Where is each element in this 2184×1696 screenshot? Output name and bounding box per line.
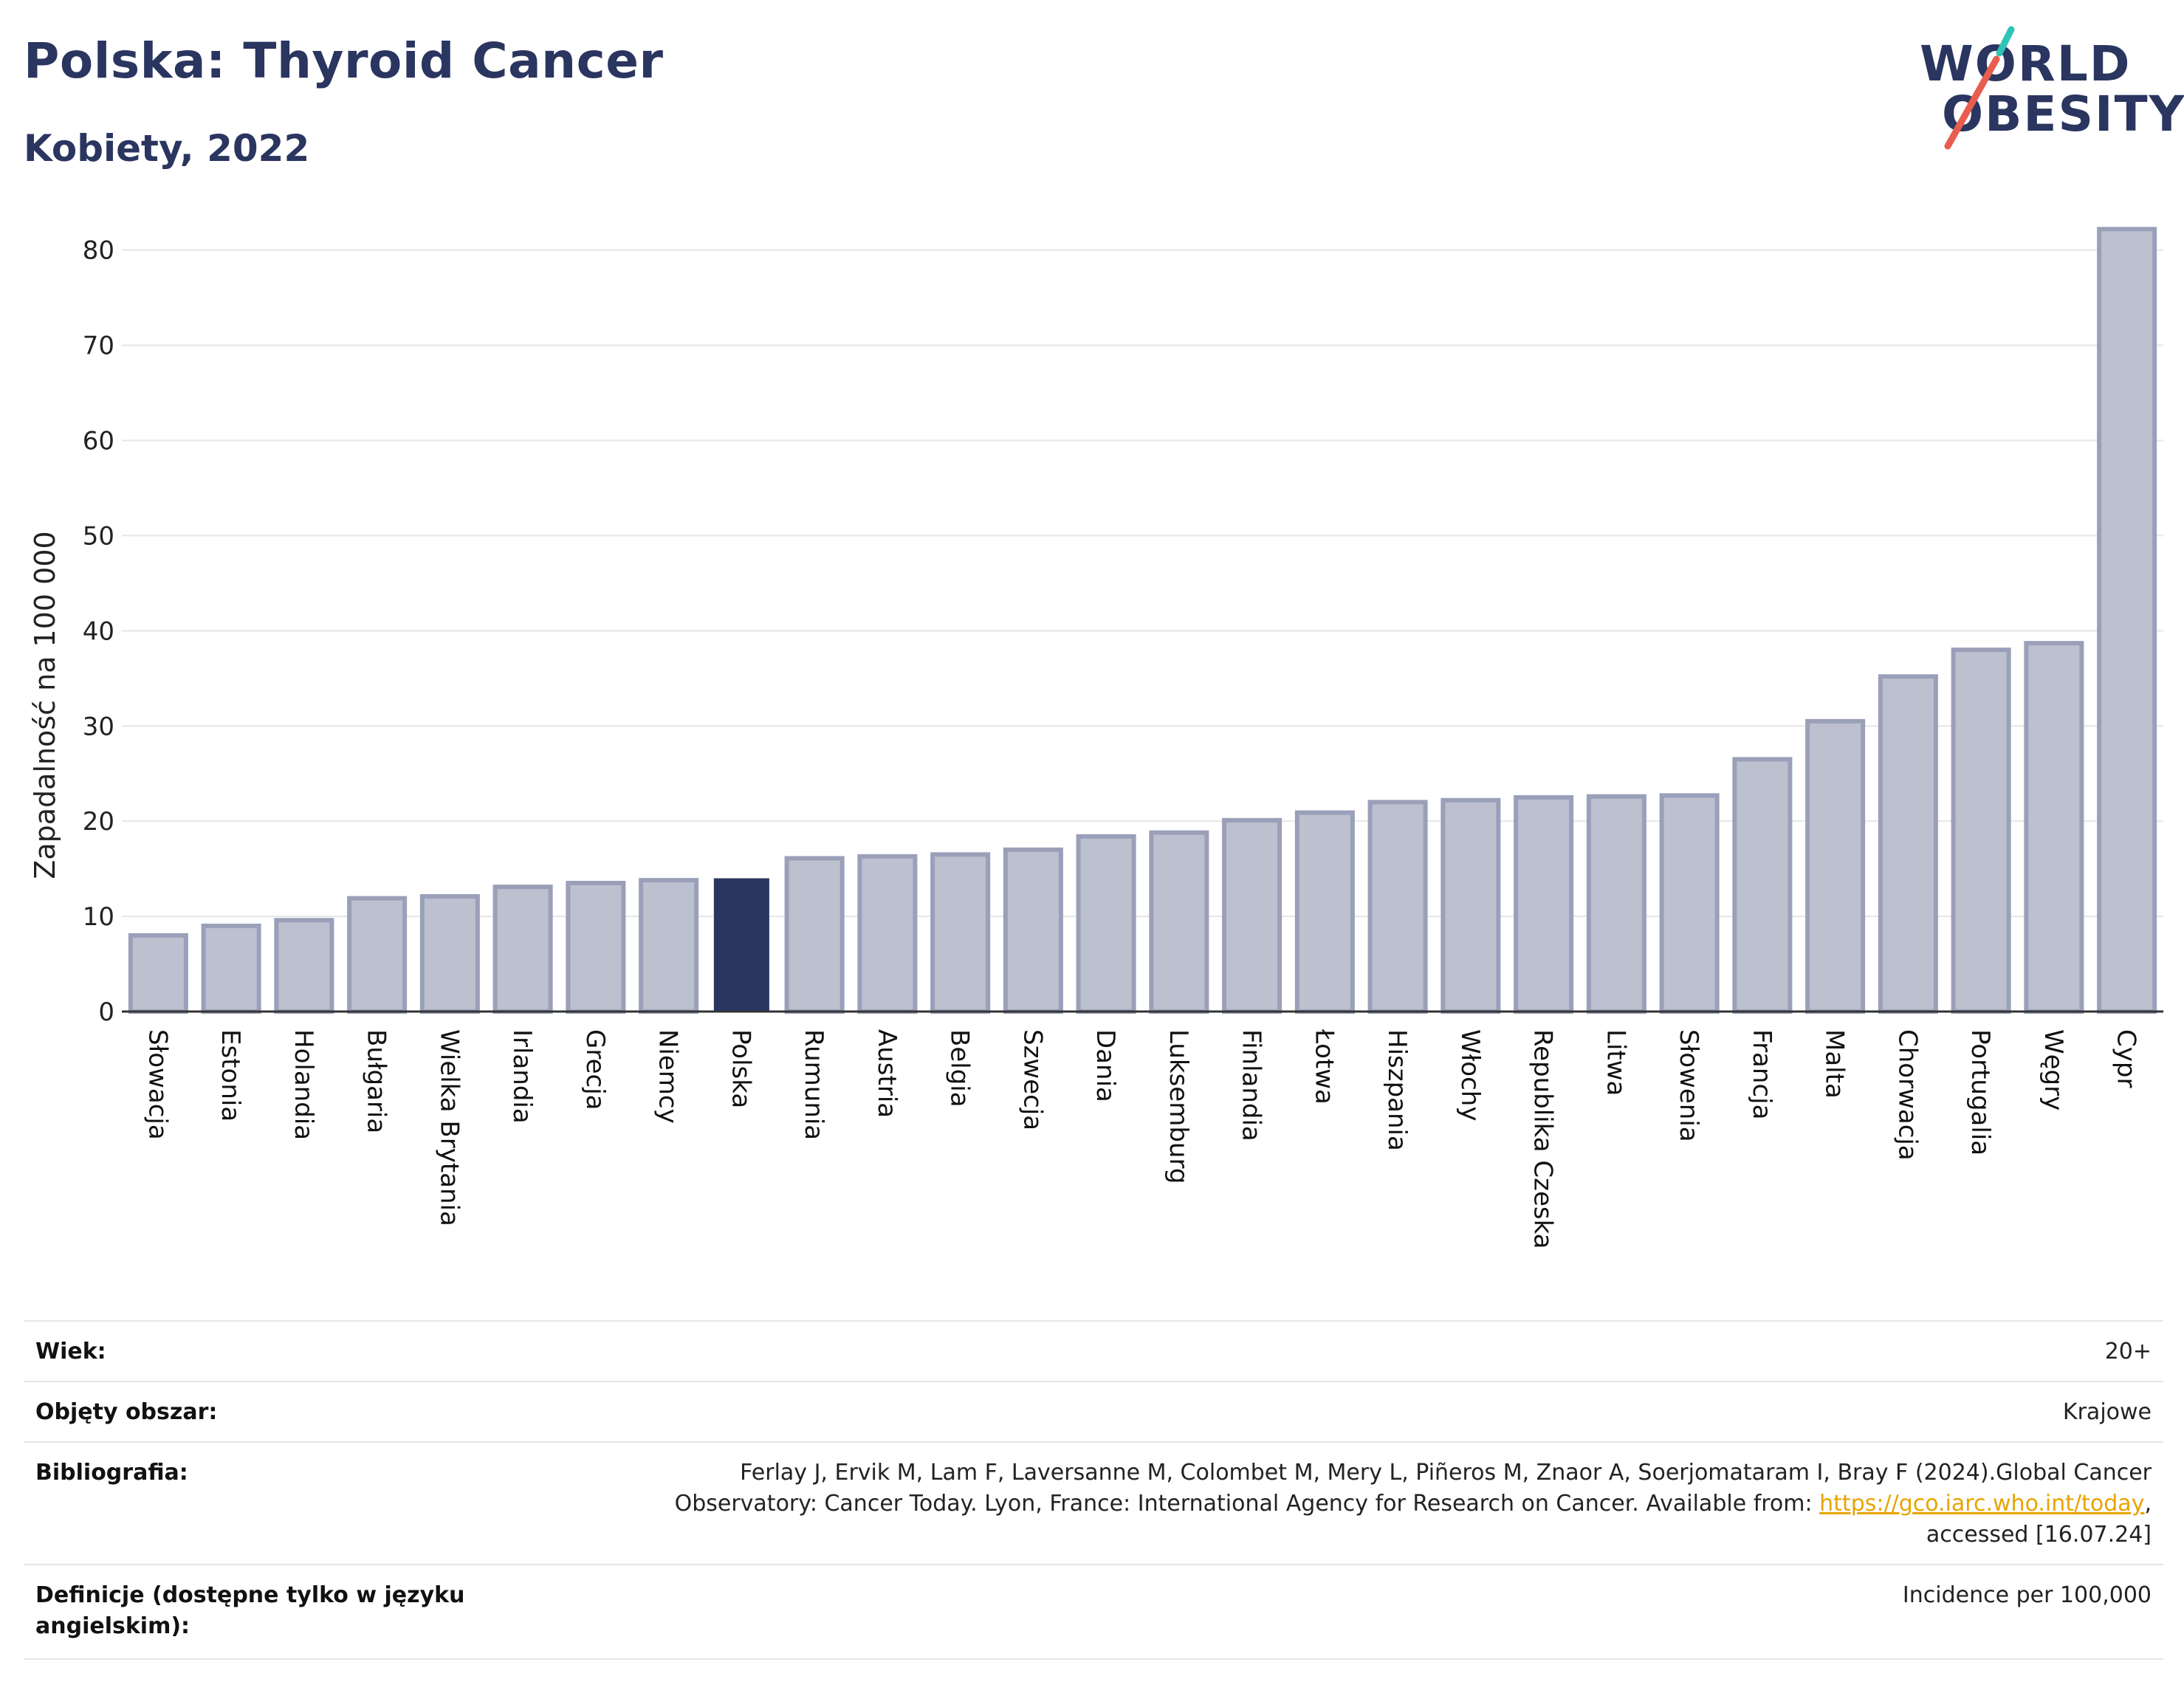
x-tick-label: Holandia (289, 1029, 318, 1140)
page-title: Polska: Thyroid Cancer (24, 32, 664, 89)
x-tick-label: Rumunia (799, 1029, 828, 1140)
bar (1367, 800, 1428, 1014)
x-tick-label: Chorwacja (1892, 1029, 1922, 1161)
bar (1732, 757, 1793, 1014)
bar (1003, 847, 1063, 1014)
meta-value-age: 20+ (2104, 1339, 2152, 1364)
meta-label-age: Wiek: (35, 1339, 106, 1364)
bar (639, 878, 699, 1014)
y-tick-label: 60 (83, 427, 114, 456)
bar (930, 852, 991, 1014)
bar (1149, 830, 1209, 1014)
x-tick-label: Republika Czeska (1528, 1029, 1558, 1249)
x-tick-label: Luksemburg (1164, 1029, 1193, 1184)
y-tick-label: 30 (83, 712, 114, 741)
x-tick-label: Słowenia (1674, 1029, 1703, 1142)
y-tick-label: 40 (83, 617, 114, 646)
x-tick-label: Cypr (2112, 1029, 2141, 1088)
bar (1951, 648, 2011, 1014)
y-axis-label: Zapadalność na 100 000 (29, 531, 61, 879)
bibliography-line-1: Ferlay J, Ervik M, Lam F, Laversanne M, … (740, 1460, 2152, 1486)
meta-label-coverage: Objęty obszar: (35, 1399, 218, 1425)
x-tick-label: Belgia (945, 1029, 975, 1108)
bibliography-line-2-end: , (2144, 1491, 2152, 1517)
bar (201, 923, 261, 1014)
y-tick-label: 70 (83, 332, 114, 361)
bar (1805, 718, 1866, 1014)
x-tick-label: Malta (1820, 1029, 1850, 1099)
bar (1878, 674, 1938, 1014)
y-tick-label: 50 (83, 521, 114, 551)
bar (713, 878, 769, 1012)
bar (1294, 810, 1355, 1014)
meta-row-age: Wiek: 20+ (24, 1320, 2163, 1382)
page-subtitle: Kobiety, 2022 (24, 127, 310, 170)
y-tick-label: 10 (83, 902, 114, 932)
logo-slash-icon (1944, 26, 2015, 150)
y-tick-label: 80 (83, 236, 114, 266)
bibliography-line-2: Observatory: Cancer Today. Lyon, France:… (601, 1489, 2152, 1520)
bar (784, 856, 845, 1014)
bar (128, 933, 188, 1014)
x-tick-label: Polska (726, 1029, 755, 1108)
x-tick-label: Niemcy (653, 1029, 683, 1124)
bar (2024, 641, 2084, 1014)
x-tick-label: Łotwa (1309, 1029, 1339, 1105)
bar (1586, 794, 1646, 1014)
bar (347, 896, 408, 1014)
x-tick-label: Dania (1091, 1029, 1120, 1102)
meta-value-definitions: Incidence per 100,000 (1902, 1582, 2152, 1608)
meta-value-bibliography: Ferlay J, Ervik M, Lam F, Laversanne M, … (601, 1458, 2152, 1551)
x-tick-label: Grecja (580, 1029, 610, 1110)
x-tick-label: Szwecja (1017, 1029, 1047, 1130)
x-tick-label: Portugalia (1965, 1029, 1995, 1156)
bar (566, 880, 626, 1014)
bar (1440, 797, 1501, 1014)
bar (492, 885, 553, 1014)
bar (857, 854, 918, 1014)
bar (1076, 834, 1136, 1014)
bar (1659, 793, 1720, 1014)
logo-word-obesity: OBESITY (1942, 86, 2184, 143)
world-obesity-logo: WORLD OBESITY (1920, 22, 2184, 155)
x-tick-label: Słowacja (142, 1029, 172, 1140)
bibliography-line-3: accessed [16.07.24] (1926, 1522, 2152, 1548)
x-tick-label: Włochy (1455, 1029, 1485, 1121)
y-tick-label: 20 (83, 807, 114, 837)
bar (419, 894, 480, 1014)
bar (2097, 227, 2157, 1014)
x-tick-label: Francja (1747, 1029, 1776, 1119)
meta-row-definitions: Definicje (dostępne tylko w języku angie… (24, 1564, 2163, 1660)
meta-value-coverage: Krajowe (2062, 1399, 2152, 1425)
logo-word-world: WORLD (1920, 35, 2132, 92)
x-tick-label: Finlandia (1237, 1029, 1266, 1141)
bibliography-line-2-text: Observatory: Cancer Today. Lyon, France:… (674, 1491, 1820, 1517)
x-tick-label: Bułgaria (362, 1029, 391, 1133)
bar (1514, 794, 1574, 1014)
meta-label-bibliography: Bibliografia: (35, 1460, 188, 1486)
meta-label-definitions: Definicje (dostępne tylko w języku angie… (35, 1582, 465, 1639)
meta-row-bibliography: Bibliografia: Ferlay J, Ervik M, Lam F, … (24, 1441, 2163, 1565)
bar (1222, 817, 1282, 1014)
x-tick-label: Wielka Brytania (434, 1029, 464, 1226)
x-tick-label: Austria (872, 1029, 902, 1118)
x-tick-label: Estonia (216, 1029, 245, 1122)
bibliography-link[interactable]: https://gco.iarc.who.int/today (1819, 1491, 2145, 1517)
x-tick-label: Irlandia (507, 1029, 537, 1124)
x-tick-label: Węgry (2039, 1029, 2068, 1110)
meta-row-coverage: Objęty obszar: Krajowe (24, 1381, 2163, 1443)
bar-chart: 0 10 20 30 40 50 60 70 80 Zapadalność na 100 000 S… (29, 227, 2163, 1249)
y-tick-label: 0 (98, 998, 114, 1027)
bar (274, 918, 334, 1014)
x-tick-label: Litwa (1601, 1029, 1630, 1096)
x-tick-label: Hiszpania (1382, 1029, 1412, 1151)
